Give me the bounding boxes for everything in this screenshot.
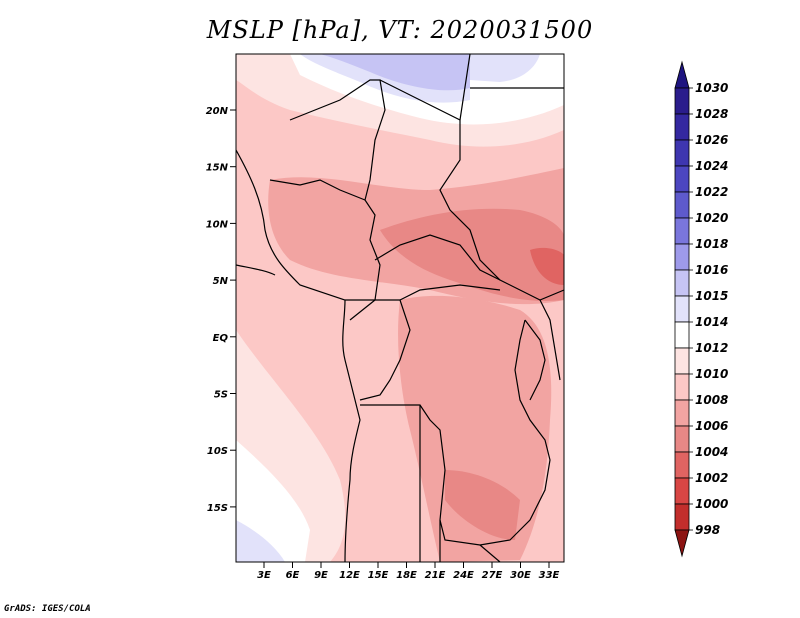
- plot-title: MSLP [hPa], VT: 2020031500: [206, 16, 594, 44]
- colorbar-segment: [674, 165, 690, 193]
- colorbar-segment: [674, 503, 690, 531]
- longitude-axis: 3E 6E 9E 12E 15E 18E 21E 24E 27E 30E 33E: [257, 562, 560, 581]
- colorbar-label: 1002: [695, 471, 728, 485]
- colorbar-segment: [674, 477, 690, 505]
- colorbar-segment: [674, 425, 690, 453]
- colorbar-segment: [674, 321, 690, 349]
- lon-label: 12E: [339, 570, 360, 581]
- colorbar-segment: [674, 217, 690, 245]
- colorbar-label: 998: [695, 523, 720, 537]
- lat-label: 10N: [206, 219, 229, 230]
- colorbar-label: 1012: [695, 341, 728, 355]
- colorbar-segment: [674, 243, 690, 271]
- map-frame: [235, 53, 565, 563]
- colorbar-label: 1016: [695, 263, 728, 277]
- colorbar-segment: [674, 295, 690, 323]
- colorbar-label: 1000: [695, 497, 728, 511]
- colorbar-label: 1020: [695, 211, 728, 225]
- lat-label: EQ: [213, 333, 229, 344]
- colorbar-label: 1026: [695, 133, 728, 147]
- lat-label: 5N: [213, 276, 229, 287]
- colorbar-label: 1028: [695, 107, 728, 121]
- colorbar-label: 1024: [695, 159, 728, 173]
- colorbar-segment: [674, 191, 690, 219]
- lon-label: 33E: [539, 570, 560, 581]
- grads-credit: GrADS: IGES/COLA: [4, 604, 91, 614]
- lat-label: 5S: [214, 390, 228, 401]
- colorbar-segment: [674, 373, 690, 401]
- lon-label: 15E: [368, 570, 389, 581]
- colorbar-segment: [674, 451, 690, 479]
- lat-label: 15N: [206, 163, 229, 174]
- lon-label: 21E: [425, 570, 446, 581]
- lon-label: 18E: [396, 570, 417, 581]
- colorbar-label: 1030: [695, 81, 728, 95]
- lon-label: 27E: [482, 570, 503, 581]
- colorbar-label: 1008: [695, 393, 728, 407]
- colorbar-segment: [674, 87, 690, 115]
- lat-label: 10S: [207, 446, 228, 457]
- lon-label: 24E: [453, 570, 474, 581]
- colorbar-top-arrow: [674, 60, 690, 89]
- colorbar-label: 1010: [695, 367, 728, 381]
- colorbar-label: 1006: [695, 419, 728, 433]
- lon-label: 9E: [314, 570, 328, 581]
- colorbar-label: 1004: [695, 445, 728, 459]
- lon-label: 30E: [510, 570, 531, 581]
- colorbar-label: 1018: [695, 237, 728, 251]
- latitude-axis: 20N 15N 10N 5N EQ 5S 10S 15S: [206, 106, 236, 514]
- colorbar-segment: [674, 347, 690, 375]
- colorbar-segment: [674, 399, 690, 427]
- colorbar-label: 1015: [695, 289, 728, 303]
- colorbar: 1030 1028 1026 1024 1022 1020 1018 1016 1015 1014…: [674, 60, 728, 558]
- pressure-field: [236, 54, 564, 562]
- lat-label: 15S: [207, 503, 228, 514]
- colorbar-label: 1014: [695, 315, 728, 329]
- country-borders: [236, 54, 564, 562]
- colorbar-bottom-arrow: [674, 529, 690, 558]
- colorbar-label: 1022: [695, 185, 728, 199]
- colorbar-segment: [674, 269, 690, 297]
- lon-label: 6E: [286, 570, 300, 581]
- colorbar-segment: [674, 139, 690, 167]
- colorbar-segment: [674, 113, 690, 141]
- lon-label: 3E: [257, 570, 271, 581]
- lat-label: 20N: [206, 106, 229, 117]
